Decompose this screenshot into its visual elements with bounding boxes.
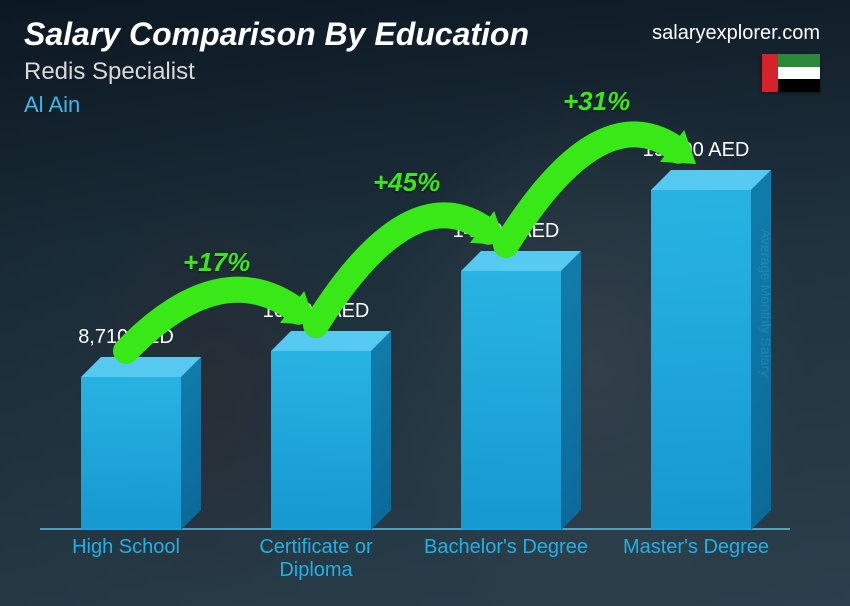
bar-group-0: 8,710 AEDHigh School [66, 377, 216, 530]
chart-area: 8,710 AEDHigh School 10,200 AEDCertificat… [40, 98, 790, 578]
bar-category-label: Certificate or Diploma [226, 536, 406, 582]
bar-category-label: Bachelor's Degree [416, 536, 596, 559]
bar-group-1: 10,200 AEDCertificate or Diploma [256, 351, 406, 530]
bar-3d [651, 190, 771, 530]
bar-front [461, 271, 561, 530]
increase-pct-label: +31% [563, 86, 630, 117]
bar-top [651, 170, 771, 190]
bar-front [651, 190, 751, 530]
bar-value-label: 19,400 AED [606, 139, 786, 162]
bar-group-3: 19,400 AEDMaster's Degree [636, 190, 786, 530]
bar-side [561, 251, 581, 530]
bar-group-2: 14,800 AEDBachelor's Degree [446, 271, 596, 530]
chart-container: Salary Comparison By Education Redis Spe… [0, 0, 850, 606]
bar-top [461, 251, 581, 271]
bar-3d [461, 271, 581, 530]
increase-pct-label: +17% [183, 247, 250, 278]
page-subtitle: Redis Specialist [24, 58, 195, 86]
page-title: Salary Comparison By Education [24, 16, 529, 53]
increase-pct-label: +45% [373, 167, 440, 198]
bar-front [271, 351, 371, 530]
bar-category-label: Master's Degree [606, 536, 786, 559]
bar-top [81, 357, 201, 377]
bar-top [271, 331, 391, 351]
uae-flag [762, 54, 820, 92]
flag-hoist [762, 54, 778, 92]
bar-3d [81, 377, 201, 530]
bar-3d [271, 351, 391, 530]
bar-side [181, 357, 201, 530]
bar-side [751, 170, 771, 530]
brand-label: salaryexplorer.com [652, 22, 820, 45]
bar-category-label: High School [36, 536, 216, 559]
bar-value-label: 8,710 AED [36, 326, 216, 349]
bar-front [81, 377, 181, 530]
bar-value-label: 14,800 AED [416, 220, 596, 243]
bar-side [371, 331, 391, 530]
bar-value-label: 10,200 AED [226, 300, 406, 323]
